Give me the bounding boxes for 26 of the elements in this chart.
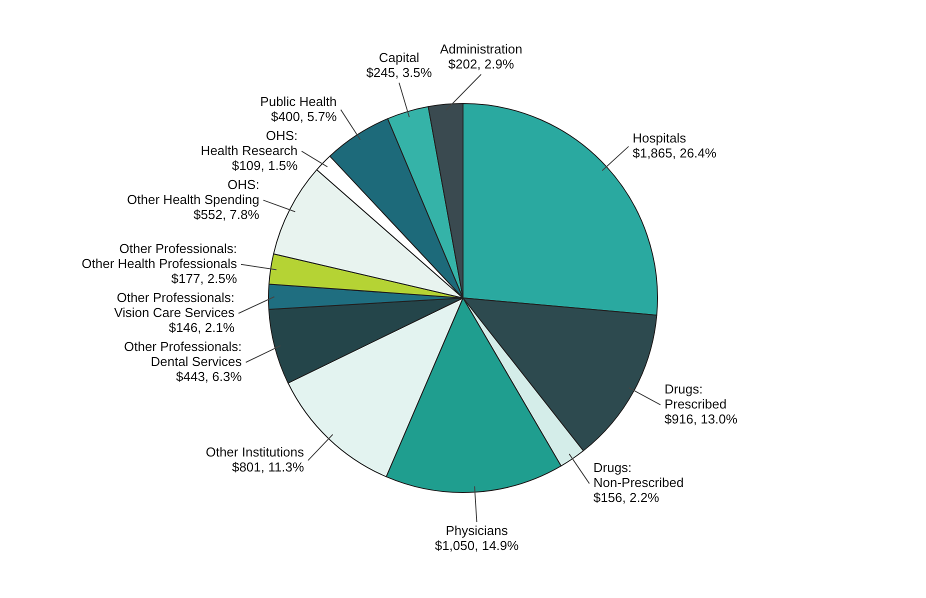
data-label: $202, 2.9% xyxy=(448,56,514,72)
slice-label: Drugs: Non-Prescribed xyxy=(593,460,684,490)
slice-label: Hospitals xyxy=(632,130,687,146)
data-label: $916, 13.0% xyxy=(664,411,738,426)
data-label: $146, 2.1% xyxy=(168,320,235,335)
slice-label: Public Health xyxy=(260,94,337,109)
slice-label: Capital xyxy=(378,50,420,65)
data-label: $1,865, 26.4% xyxy=(632,146,717,161)
data-label: $443, 6.3% xyxy=(176,368,242,384)
data-label: $1,050, 14.9% xyxy=(434,538,520,554)
slice-label: Other Professionals: Other Health Professionals xyxy=(82,240,238,271)
slice-label: OHS: Health Research xyxy=(200,128,298,158)
slice-label: Drugs: Prescribed xyxy=(664,381,727,412)
data-label: $156, 2.2% xyxy=(593,490,660,506)
data-label: $109, 1.5% xyxy=(232,158,298,173)
slice-label: Administration xyxy=(440,41,522,56)
data-label: $801, 11.3% xyxy=(232,459,304,474)
slice-label: Other Professionals: Vision Care Services xyxy=(114,290,236,320)
slice-label: OHS: Other Health Spending xyxy=(127,176,260,207)
slice-label: Other Institutions xyxy=(206,444,304,460)
data-label: $400, 5.7% xyxy=(271,108,338,124)
data-label: $177, 2.5% xyxy=(171,270,238,286)
data-label: $245, 3.5% xyxy=(366,64,432,80)
slice-label: Other Professionals: Dental Services xyxy=(124,338,242,369)
slice-label: Physicians xyxy=(446,523,508,538)
data-label: $552, 7.8% xyxy=(194,206,260,222)
